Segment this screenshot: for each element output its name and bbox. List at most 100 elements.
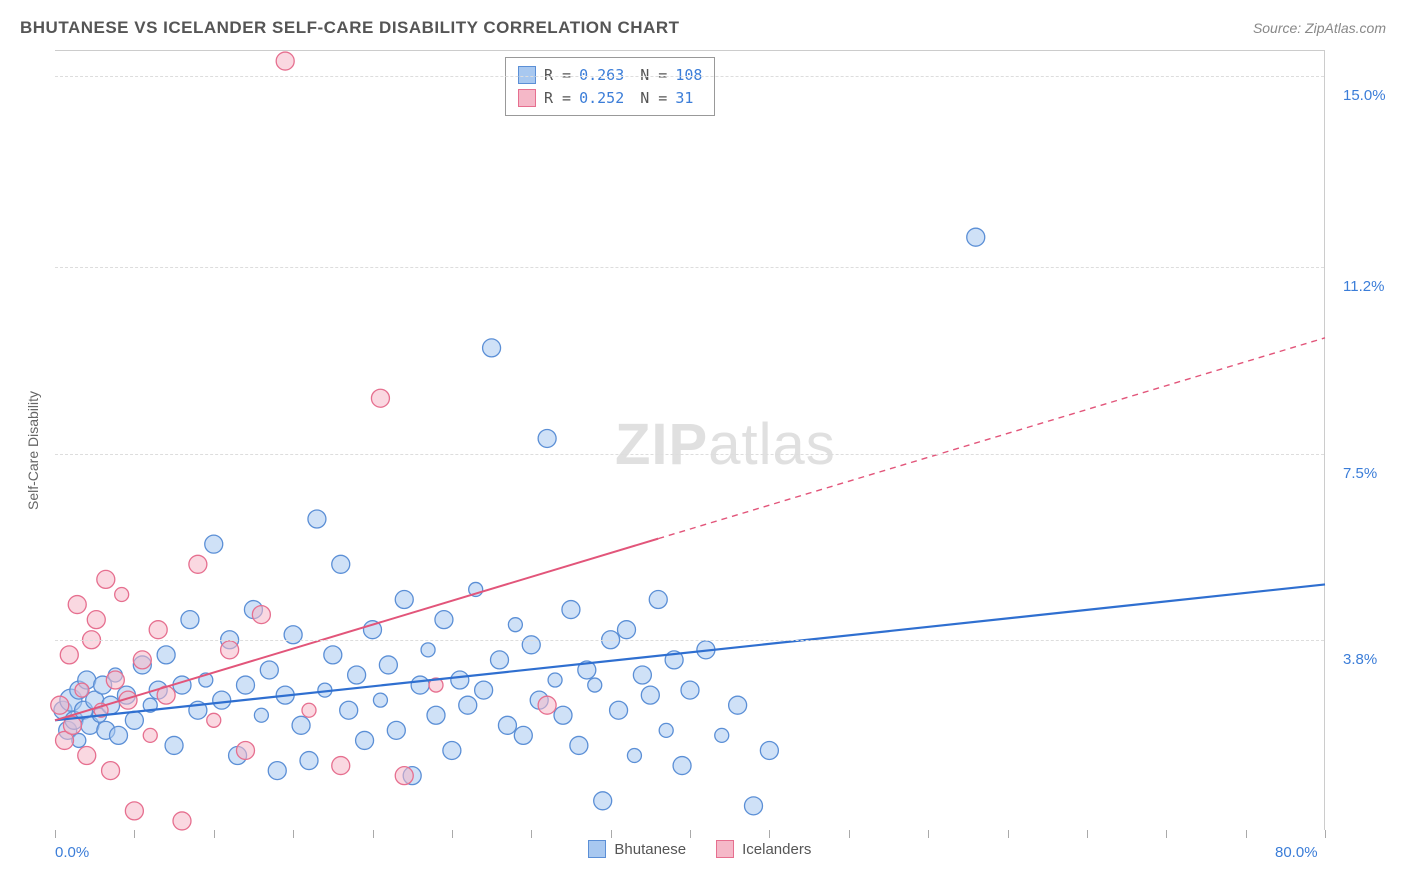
data-point xyxy=(75,683,89,697)
data-point xyxy=(284,626,302,644)
data-point xyxy=(143,728,157,742)
x-axis-min-label: 0.0% xyxy=(55,844,89,861)
chart-header: BHUTANESE VS ICELANDER SELF-CARE DISABIL… xyxy=(20,18,1386,38)
plot-area: ZIPatlas R =0.263N =108R =0.252N = 31 xyxy=(55,50,1325,830)
data-point xyxy=(562,601,580,619)
data-point xyxy=(641,686,659,704)
data-point xyxy=(300,752,318,770)
plot-svg xyxy=(55,51,1324,830)
y-axis-label: Self-Care Disability xyxy=(25,391,41,510)
data-point xyxy=(106,671,124,689)
chart-title: BHUTANESE VS ICELANDER SELF-CARE DISABIL… xyxy=(20,18,680,38)
data-point xyxy=(443,741,461,759)
data-point xyxy=(276,52,294,70)
data-point xyxy=(348,666,366,684)
data-point xyxy=(260,661,278,679)
data-point xyxy=(173,676,191,694)
gridline xyxy=(55,640,1324,641)
legend-item: Icelanders xyxy=(716,840,811,858)
data-point xyxy=(395,591,413,609)
x-tick xyxy=(214,830,215,838)
data-point xyxy=(411,676,429,694)
gridline xyxy=(55,454,1324,455)
data-point xyxy=(332,757,350,775)
gridline xyxy=(55,267,1324,268)
data-point xyxy=(87,611,105,629)
x-tick xyxy=(531,830,532,838)
data-point xyxy=(729,696,747,714)
x-tick xyxy=(1246,830,1247,838)
data-point xyxy=(115,587,129,601)
data-point xyxy=(395,767,413,785)
x-tick xyxy=(293,830,294,838)
data-point xyxy=(633,666,651,684)
data-point xyxy=(491,651,509,669)
data-point xyxy=(421,643,435,657)
data-point xyxy=(459,696,477,714)
data-point xyxy=(373,693,387,707)
data-point xyxy=(213,691,231,709)
data-point xyxy=(221,641,239,659)
legend-series: Bhutanese Icelanders xyxy=(588,840,811,858)
y-tick-label: 7.5% xyxy=(1343,465,1377,482)
data-point xyxy=(60,646,78,664)
x-tick xyxy=(1325,830,1326,838)
data-point xyxy=(371,389,389,407)
data-point xyxy=(189,555,207,573)
y-tick-label: 15.0% xyxy=(1343,87,1386,104)
y-tick-label: 11.2% xyxy=(1343,278,1384,295)
data-point xyxy=(967,228,985,246)
data-point xyxy=(760,741,778,759)
data-point xyxy=(387,721,405,739)
x-tick xyxy=(452,830,453,838)
data-point xyxy=(522,636,540,654)
trend-line-extrapolated xyxy=(658,338,1325,539)
chart-source: Source: ZipAtlas.com xyxy=(1253,20,1386,36)
legend-swatch xyxy=(716,840,734,858)
x-tick xyxy=(690,830,691,838)
data-point xyxy=(102,762,120,780)
data-point xyxy=(268,762,286,780)
data-point xyxy=(538,696,556,714)
data-point xyxy=(181,611,199,629)
data-point xyxy=(538,429,556,447)
x-tick xyxy=(1008,830,1009,838)
x-tick xyxy=(55,830,56,838)
data-point xyxy=(51,696,69,714)
x-tick xyxy=(373,830,374,838)
data-point xyxy=(483,339,501,357)
data-point xyxy=(173,812,191,830)
x-tick xyxy=(769,830,770,838)
data-point xyxy=(610,701,628,719)
data-point xyxy=(745,797,763,815)
data-point xyxy=(97,570,115,588)
legend-swatch xyxy=(588,840,606,858)
data-point xyxy=(78,747,96,765)
data-point xyxy=(673,757,691,775)
data-point xyxy=(659,723,673,737)
data-point xyxy=(340,701,358,719)
data-point xyxy=(332,555,350,573)
data-point xyxy=(451,671,469,689)
x-tick xyxy=(134,830,135,838)
data-point xyxy=(554,706,572,724)
data-point xyxy=(237,741,255,759)
legend-swatch xyxy=(518,89,536,107)
legend-correlation: R =0.263N =108R =0.252N = 31 xyxy=(505,57,715,116)
data-point xyxy=(205,535,223,553)
trend-line xyxy=(55,539,658,721)
data-point xyxy=(618,621,636,639)
data-point xyxy=(302,703,316,717)
data-point xyxy=(165,736,183,754)
x-tick xyxy=(928,830,929,838)
data-point xyxy=(308,510,326,528)
data-point xyxy=(157,646,175,664)
data-point xyxy=(681,681,699,699)
y-tick-label: 3.8% xyxy=(1343,651,1377,668)
data-point xyxy=(324,646,342,664)
data-point xyxy=(149,621,167,639)
legend-item: Bhutanese xyxy=(588,840,686,858)
data-point xyxy=(133,651,151,669)
x-axis-max-label: 80.0% xyxy=(1275,844,1318,861)
data-point xyxy=(427,706,445,724)
